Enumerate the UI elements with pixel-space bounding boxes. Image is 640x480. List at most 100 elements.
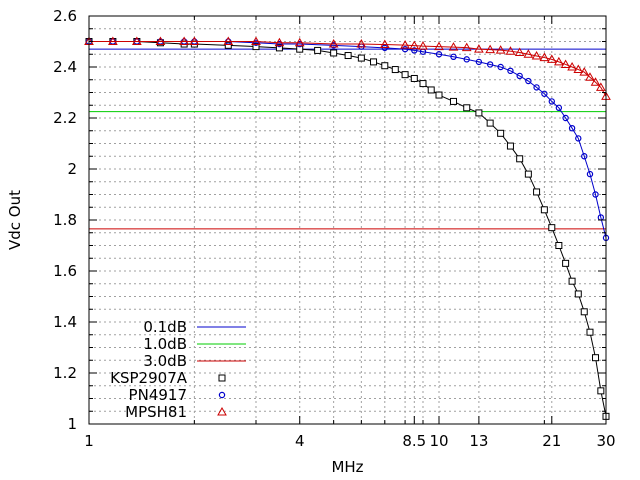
y-tick-label: 1 <box>67 415 77 433</box>
legend-label-KSP2907A: KSP2907A <box>110 369 188 387</box>
data-point-MPSH81 <box>573 64 584 74</box>
data-point-MPSH81 <box>179 36 190 45</box>
data-point-MPSH81 <box>356 39 367 48</box>
data-point-PN4917 <box>568 124 576 132</box>
data-point-KSP2907A <box>330 49 338 57</box>
data-point-KSP2907A <box>597 387 605 395</box>
legend-marker-MPSH81 <box>217 406 227 416</box>
data-point-KSP2907A <box>427 86 435 94</box>
x-tick-label: 4 <box>295 432 305 450</box>
data-point-MPSH81 <box>585 72 595 81</box>
x-tick-label: 1 <box>84 432 94 450</box>
data-point-KSP2907A <box>486 119 494 127</box>
data-point-MPSH81 <box>514 47 525 56</box>
legend-label-1.0dB: 1.0dB <box>143 335 187 353</box>
data-point-MPSH81 <box>379 39 390 49</box>
legend-label-3.0dB: 3.0dB <box>143 352 187 370</box>
data-point-PN4917 <box>592 191 599 198</box>
series-line-MPSH81 <box>89 41 607 97</box>
data-point-MPSH81 <box>274 37 285 47</box>
data-point-KSP2907A <box>410 74 418 82</box>
data-point-KSP2907A <box>568 277 576 285</box>
data-point-PN4917 <box>541 90 548 97</box>
data-point-PN4917 <box>401 45 409 53</box>
data-point-KSP2907A <box>555 242 563 249</box>
x-tick-label: 21 <box>542 432 561 450</box>
y-tick-label: 2.4 <box>53 58 77 76</box>
data-point-MPSH81 <box>461 42 472 52</box>
legend-marker-PN4917 <box>218 391 226 399</box>
data-point-KSP2907A <box>516 155 524 163</box>
data-point-KSP2907A <box>548 224 556 232</box>
data-point-MPSH81 <box>523 49 534 58</box>
x-tick-label: 13 <box>469 432 488 450</box>
data-point-MPSH81 <box>400 40 410 49</box>
series-line-PN4917 <box>89 41 607 238</box>
data-point-MPSH81 <box>553 56 564 66</box>
data-point-PN4917 <box>486 61 494 68</box>
y-tick-label: 1.4 <box>53 313 77 331</box>
data-point-KSP2907A <box>419 80 427 88</box>
data-point-MPSH81 <box>485 44 496 54</box>
data-point-KSP2907A <box>275 44 283 52</box>
data-point-KSP2907A <box>449 97 457 105</box>
data-point-MPSH81 <box>409 40 420 50</box>
x-tick-label: 8.5 <box>402 432 426 450</box>
y-tick-label: 2.6 <box>53 7 77 25</box>
data-point-MPSH81 <box>531 51 542 60</box>
data-point-PN4917 <box>516 72 523 80</box>
data-point-MPSH81 <box>590 77 601 86</box>
data-point-PN4917 <box>562 114 569 122</box>
data-point-MPSH81 <box>474 44 484 53</box>
data-point-MPSH81 <box>108 36 118 45</box>
data-point-KSP2907A <box>252 43 260 51</box>
data-point-PN4917 <box>533 84 540 91</box>
data-point-MPSH81 <box>418 41 428 50</box>
y-tick-label: 2.2 <box>53 109 77 127</box>
data-point-PN4917 <box>450 53 457 61</box>
data-point-KSP2907A <box>580 308 588 316</box>
legend-label-PN4917: PN4917 <box>129 386 187 404</box>
data-point-KSP2907A <box>562 259 570 267</box>
data-point-KSP2907A <box>540 206 548 214</box>
series-MPSH81 <box>84 36 611 100</box>
x-tick-label: 30 <box>596 432 615 450</box>
data-point-PN4917 <box>555 104 563 112</box>
axis-ticks <box>88 15 607 425</box>
data-point-PN4917 <box>411 47 418 54</box>
data-point-MPSH81 <box>505 46 516 55</box>
data-point-MPSH81 <box>155 36 166 45</box>
data-point-KSP2907A <box>435 91 443 99</box>
data-point-PN4917 <box>463 56 470 63</box>
legend-label-0.1dB: 0.1dB <box>143 318 187 336</box>
data-point-KSP2907A <box>533 188 541 196</box>
data-point-MPSH81 <box>539 52 550 62</box>
data-point-MPSH81 <box>251 36 261 45</box>
data-point-MPSH81 <box>328 39 339 48</box>
y-tick-label: 1.8 <box>53 211 77 229</box>
y-tick-label: 1.6 <box>53 262 77 280</box>
y-axis-label: Vdc Out <box>6 190 24 250</box>
data-point-PN4917 <box>575 135 582 142</box>
data-point-KSP2907A <box>524 170 532 178</box>
data-point-MPSH81 <box>579 67 590 76</box>
data-point-KSP2907A <box>506 142 514 150</box>
data-point-MPSH81 <box>131 36 142 45</box>
data-point-MPSH81 <box>189 36 200 45</box>
data-point-KSP2907A <box>574 290 582 298</box>
data-point-KSP2907A <box>497 129 505 137</box>
x-axis-label: MHz <box>331 458 363 476</box>
legend-marker-KSP2907A <box>218 374 226 382</box>
data-point-KSP2907A <box>344 52 352 60</box>
data-point-KSP2907A <box>401 71 409 79</box>
data-point-PN4917 <box>581 153 588 160</box>
data-point-MPSH81 <box>223 36 234 45</box>
data-point-MPSH81 <box>567 61 577 71</box>
data-point-PN4917 <box>586 170 594 178</box>
data-point-KSP2907A <box>370 58 378 66</box>
data-point-MPSH81 <box>448 42 459 51</box>
legend-label-MPSH81: MPSH81 <box>125 403 187 421</box>
series-KSP2907A <box>85 38 610 420</box>
